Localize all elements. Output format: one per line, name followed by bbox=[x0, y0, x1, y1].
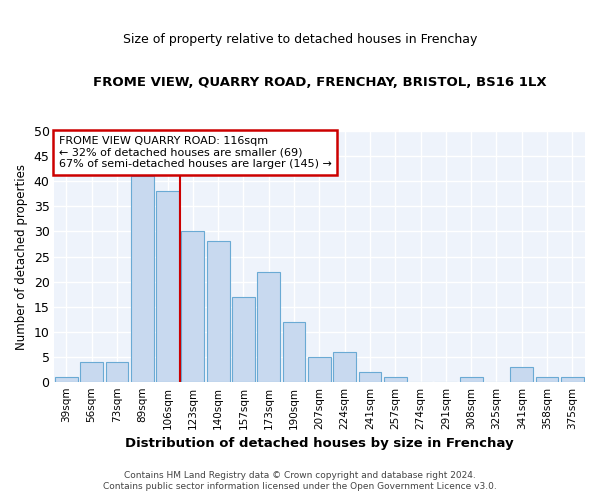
Bar bbox=[308, 357, 331, 382]
Bar bbox=[561, 378, 584, 382]
Bar bbox=[536, 378, 559, 382]
X-axis label: Distribution of detached houses by size in Frenchay: Distribution of detached houses by size … bbox=[125, 437, 514, 450]
Text: Contains public sector information licensed under the Open Government Licence v3: Contains public sector information licen… bbox=[103, 482, 497, 491]
Bar bbox=[131, 176, 154, 382]
Bar bbox=[333, 352, 356, 382]
Text: Size of property relative to detached houses in Frenchay: Size of property relative to detached ho… bbox=[123, 32, 477, 46]
Y-axis label: Number of detached properties: Number of detached properties bbox=[15, 164, 28, 350]
Bar bbox=[80, 362, 103, 382]
Bar bbox=[156, 191, 179, 382]
Bar bbox=[511, 368, 533, 382]
Bar bbox=[359, 372, 382, 382]
Text: FROME VIEW QUARRY ROAD: 116sqm
← 32% of detached houses are smaller (69)
67% of : FROME VIEW QUARRY ROAD: 116sqm ← 32% of … bbox=[59, 136, 332, 169]
Bar bbox=[384, 378, 407, 382]
Bar bbox=[257, 272, 280, 382]
Bar bbox=[283, 322, 305, 382]
Bar bbox=[207, 242, 230, 382]
Text: Contains HM Land Registry data © Crown copyright and database right 2024.: Contains HM Land Registry data © Crown c… bbox=[124, 471, 476, 480]
Bar bbox=[460, 378, 482, 382]
Title: FROME VIEW, QUARRY ROAD, FRENCHAY, BRISTOL, BS16 1LX: FROME VIEW, QUARRY ROAD, FRENCHAY, BRIST… bbox=[92, 76, 546, 88]
Bar bbox=[181, 232, 204, 382]
Bar bbox=[232, 297, 255, 382]
Bar bbox=[55, 378, 78, 382]
Bar bbox=[106, 362, 128, 382]
